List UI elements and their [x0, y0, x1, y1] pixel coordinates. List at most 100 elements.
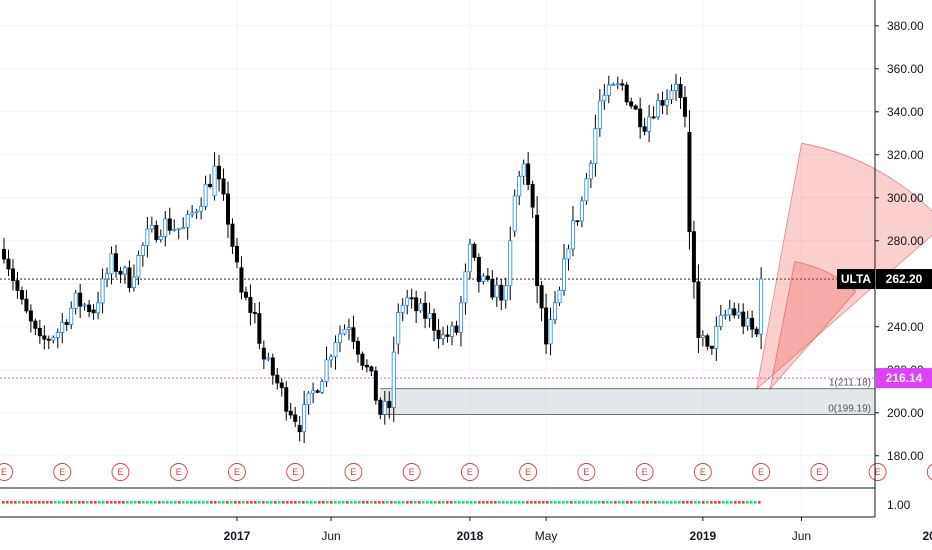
candle-body — [508, 240, 513, 287]
indicator-dot — [286, 501, 289, 504]
indicator-dot — [42, 501, 45, 504]
indicator-dot — [546, 501, 549, 504]
candle-body — [665, 99, 670, 106]
indicator-dot — [10, 501, 13, 504]
fibonacci-zone[interactable]: 1(211.18) 0(199.19) — [380, 378, 875, 415]
candle-body — [678, 83, 683, 98]
indicator-dot — [542, 501, 545, 504]
indicator-dot — [702, 501, 705, 504]
indicator-dot — [54, 501, 57, 504]
indicator-dot — [138, 501, 141, 504]
projection-fan-small — [769, 261, 857, 391]
indicator-dot — [410, 501, 413, 504]
candle-body — [311, 390, 316, 394]
candle-body — [476, 256, 481, 282]
candle-body — [530, 184, 535, 208]
indicator-dot — [422, 501, 425, 504]
candle-body — [503, 285, 508, 301]
candle-body — [441, 334, 446, 340]
candle-body — [409, 297, 414, 300]
indicator-dot — [182, 501, 185, 504]
fib-level-label: 0(199.19) — [828, 403, 871, 414]
candle-body — [696, 281, 701, 338]
indicator-dot — [514, 501, 517, 504]
candle-body — [709, 345, 714, 349]
candle-body — [194, 210, 199, 214]
candle-body — [521, 163, 526, 177]
indicator-dot — [562, 501, 565, 504]
candle-body — [624, 84, 629, 103]
indicator-dot — [70, 501, 73, 504]
candle-body — [78, 292, 83, 307]
candle-body — [24, 298, 29, 312]
indicator-dot — [382, 501, 385, 504]
indicator-dot — [638, 501, 641, 504]
earnings-markers[interactable]: EEEEEEEEEEEEEEEEE — [0, 463, 932, 481]
indicator-dot — [634, 501, 637, 504]
candlestick-series[interactable] — [2, 73, 764, 444]
earnings-marker-circle — [868, 463, 887, 481]
earnings-marker-label: E — [875, 467, 881, 477]
candle-body — [37, 327, 42, 337]
indicator-dot — [470, 501, 473, 504]
indicator-dot — [506, 501, 509, 504]
candle-body — [754, 328, 759, 335]
time-tick-label: 2018 — [457, 529, 484, 543]
earnings-marker-circle — [344, 463, 363, 481]
indicator-pane[interactable] — [0, 487, 875, 504]
indicator-dot — [194, 501, 197, 504]
candle-body — [329, 356, 334, 361]
indicator-dot — [34, 501, 37, 504]
indicator-dot — [558, 501, 561, 504]
indicator-dot — [646, 501, 649, 504]
candle-body — [548, 319, 553, 345]
indicator-dot — [298, 501, 301, 504]
indicator-dot — [402, 501, 405, 504]
candle-body — [682, 97, 687, 117]
candle-body — [360, 353, 365, 366]
indicator-dot — [338, 501, 341, 504]
candle-body — [396, 312, 401, 345]
indicator-dot — [734, 501, 737, 504]
indicator-dot — [90, 501, 93, 504]
indicator-dot — [590, 501, 593, 504]
indicator-dot — [50, 501, 53, 504]
candle-body — [234, 245, 239, 263]
earnings-marker-label: E — [525, 467, 531, 477]
candle-body — [723, 314, 728, 317]
candle-body — [243, 291, 248, 298]
candle-body — [732, 308, 737, 316]
candle-body — [149, 224, 154, 230]
indicator-dot — [610, 501, 613, 504]
indicator-dot — [94, 501, 97, 504]
candle-body — [633, 105, 638, 110]
indicator-dot — [694, 501, 697, 504]
candle-body — [535, 214, 540, 286]
indicator-dot — [234, 501, 237, 504]
indicator-dot — [730, 501, 733, 504]
indicator-dot — [258, 501, 261, 504]
indicator-dot — [278, 501, 281, 504]
projection-fan-drawings[interactable] — [756, 142, 932, 391]
indicator-dot — [202, 501, 205, 504]
indicator-dot — [642, 501, 645, 504]
earnings-marker-label: E — [467, 467, 473, 477]
indicator-dot — [282, 501, 285, 504]
earnings-marker-label: E — [292, 467, 298, 477]
candle-body — [642, 126, 647, 132]
indicator-dot — [266, 501, 269, 504]
indicator-dot — [58, 501, 61, 504]
indicator-dot — [586, 501, 589, 504]
candle-body — [15, 280, 20, 291]
candle-body — [539, 285, 544, 309]
indicator-dot — [650, 501, 653, 504]
price-tags: ULTA 262.20 216.14 — [837, 269, 932, 389]
indicator-dot — [622, 501, 625, 504]
candle-body — [346, 327, 351, 330]
indicator-dot — [362, 501, 365, 504]
candle-body — [405, 297, 410, 306]
candle-body — [674, 83, 679, 91]
candle-body — [750, 317, 755, 330]
indicator-dot — [118, 501, 121, 504]
